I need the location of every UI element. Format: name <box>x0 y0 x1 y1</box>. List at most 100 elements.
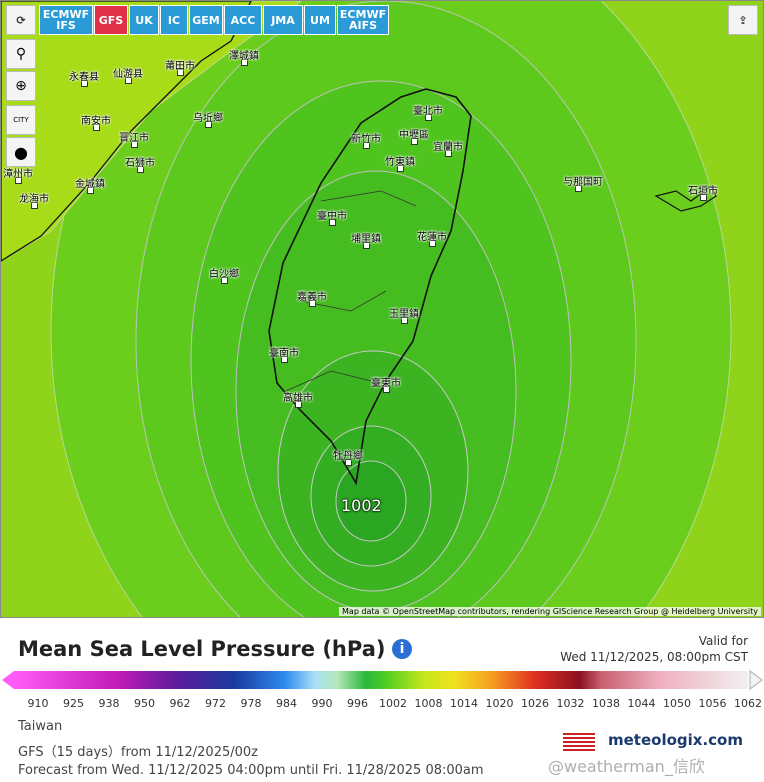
place-label: 晋江市 <box>119 133 149 144</box>
legend-tick-label: 1032 <box>556 697 585 710</box>
model-button[interactable]: GFS <box>94 5 128 35</box>
place-label: 臺中市 <box>317 211 347 222</box>
model-button[interactable]: ECMWF IFS <box>39 5 93 35</box>
place-marker <box>575 185 582 192</box>
marker-button[interactable]: ● <box>6 137 36 167</box>
flag <box>563 733 595 751</box>
legend-tick-label: 1008 <box>414 697 443 710</box>
place-label: 南安市 <box>81 116 111 127</box>
legend-tick-label: 990 <box>311 697 333 710</box>
legend-tick-label: 996 <box>347 697 368 710</box>
legend-tick-label: 1002 <box>379 697 407 710</box>
place-marker <box>295 401 302 408</box>
locate-button[interactable]: ⚲ <box>6 39 36 69</box>
legend-arrows <box>2 670 763 690</box>
place-label: 臺北市 <box>413 106 443 117</box>
place-label: 石垣市 <box>688 186 718 197</box>
place-label: 永春县 <box>69 72 99 83</box>
place-marker <box>177 69 184 76</box>
place-marker <box>31 202 38 209</box>
model-button[interactable]: ACC <box>224 5 262 35</box>
place-label: 仙游县 <box>113 69 143 80</box>
place-label: 新竹市 <box>351 134 381 145</box>
place-marker <box>363 242 370 249</box>
map-layer <box>1 1 763 617</box>
legend-tick-label: 910 <box>27 697 49 710</box>
legend-tick-label: 978 <box>240 697 262 710</box>
place-marker <box>397 165 404 172</box>
place-marker <box>131 141 138 148</box>
forecast-range: Forecast from Wed. 11/12/2025 04:00pm un… <box>18 763 484 778</box>
place-marker <box>15 177 22 184</box>
watermark: @weatherman_信欣 <box>548 757 705 776</box>
place-label: 竹東鎮 <box>385 157 415 168</box>
place-label: 澤城鎮 <box>229 51 259 62</box>
place-label: 宜蘭市 <box>433 142 463 153</box>
place-marker <box>383 386 390 393</box>
place-marker <box>401 317 408 324</box>
attribution: Map data © OpenStreetMap contributors, r… <box>339 607 761 616</box>
legend-tick-label: 962 <box>169 697 191 710</box>
place-marker <box>81 80 88 87</box>
place-marker <box>93 124 100 131</box>
model-button[interactable]: GEM <box>189 5 223 35</box>
valid-label: Valid for <box>698 634 748 648</box>
refresh-button[interactable]: ⟳ <box>6 5 36 35</box>
model-run: GFS（15 days）from 11/12/2025/00z <box>18 745 258 760</box>
legend-tick-label: 1062 <box>734 697 762 710</box>
place-marker <box>125 77 132 84</box>
place-marker <box>700 194 707 201</box>
place-label: 埔里鎮 <box>351 234 381 245</box>
place-marker <box>411 138 418 145</box>
legend-tick-label: 1026 <box>521 697 549 710</box>
valid-time: Wed 11/12/2025, 08:00pm CST <box>560 650 748 664</box>
place-marker <box>425 114 432 121</box>
place-marker <box>309 300 316 307</box>
place-marker <box>329 219 336 226</box>
place-label: 漳州市 <box>3 169 33 180</box>
place-marker <box>137 166 144 173</box>
place-label: 莆田市 <box>165 61 195 72</box>
model-button[interactable]: ECMWF AIFS <box>337 5 389 35</box>
place-label: 龙海市 <box>19 194 49 205</box>
place-label: 花蓮市 <box>417 232 447 243</box>
map[interactable]: ⟳ ECMWF IFS GFS UK IC GEM ACC JMA UM ECM… <box>0 0 764 618</box>
place-marker <box>281 356 288 363</box>
color-bar <box>14 671 748 689</box>
legend-tick-label: 1038 <box>592 697 620 710</box>
legend-tick-label: 1056 <box>698 697 727 710</box>
model-button[interactable]: UM <box>304 5 336 35</box>
place-marker <box>221 277 228 284</box>
zoom-button[interactable]: ⊕ <box>6 71 36 101</box>
info-button[interactable]: i <box>392 639 412 659</box>
legend-title: Mean Sea Level Pressure (hPa) <box>18 637 386 661</box>
model-button[interactable]: IC <box>160 5 188 35</box>
place-marker <box>363 142 370 149</box>
model-button[interactable]: UK <box>129 5 159 35</box>
place-marker <box>345 459 352 466</box>
legend-tick-label: 984 <box>276 697 297 710</box>
place-label: 玉里鎮 <box>389 309 419 320</box>
place-label: 牡丹鄉 <box>333 451 363 462</box>
place-label: 与那国町 <box>563 177 603 188</box>
legend-tick-label: 1014 <box>450 697 478 710</box>
place-label: 臺南市 <box>269 348 299 359</box>
legend-tick-label: 938 <box>98 697 120 710</box>
place-label: 高雄市 <box>283 393 313 404</box>
share-button[interactable]: ⇪ <box>728 5 758 35</box>
place-marker <box>87 187 94 194</box>
place-label: 白沙鄉 <box>209 269 239 280</box>
legend-tick-label: 950 <box>134 697 155 710</box>
legend-tick-label: 1020 <box>485 697 514 710</box>
place-label: 臺東市 <box>371 378 401 389</box>
city-button[interactable]: CITY <box>6 105 36 135</box>
pressure-label: 1002 <box>341 496 382 515</box>
model-button[interactable]: JMA <box>263 5 303 35</box>
place-label: 乌坵鄉 <box>193 113 223 124</box>
legend-tick-label: 1050 <box>663 697 691 710</box>
place-marker <box>205 121 212 128</box>
place-label: 嘉義市 <box>297 292 327 303</box>
place-label: 中壢區 <box>399 130 429 141</box>
legend-tick-label: 925 <box>63 697 84 710</box>
